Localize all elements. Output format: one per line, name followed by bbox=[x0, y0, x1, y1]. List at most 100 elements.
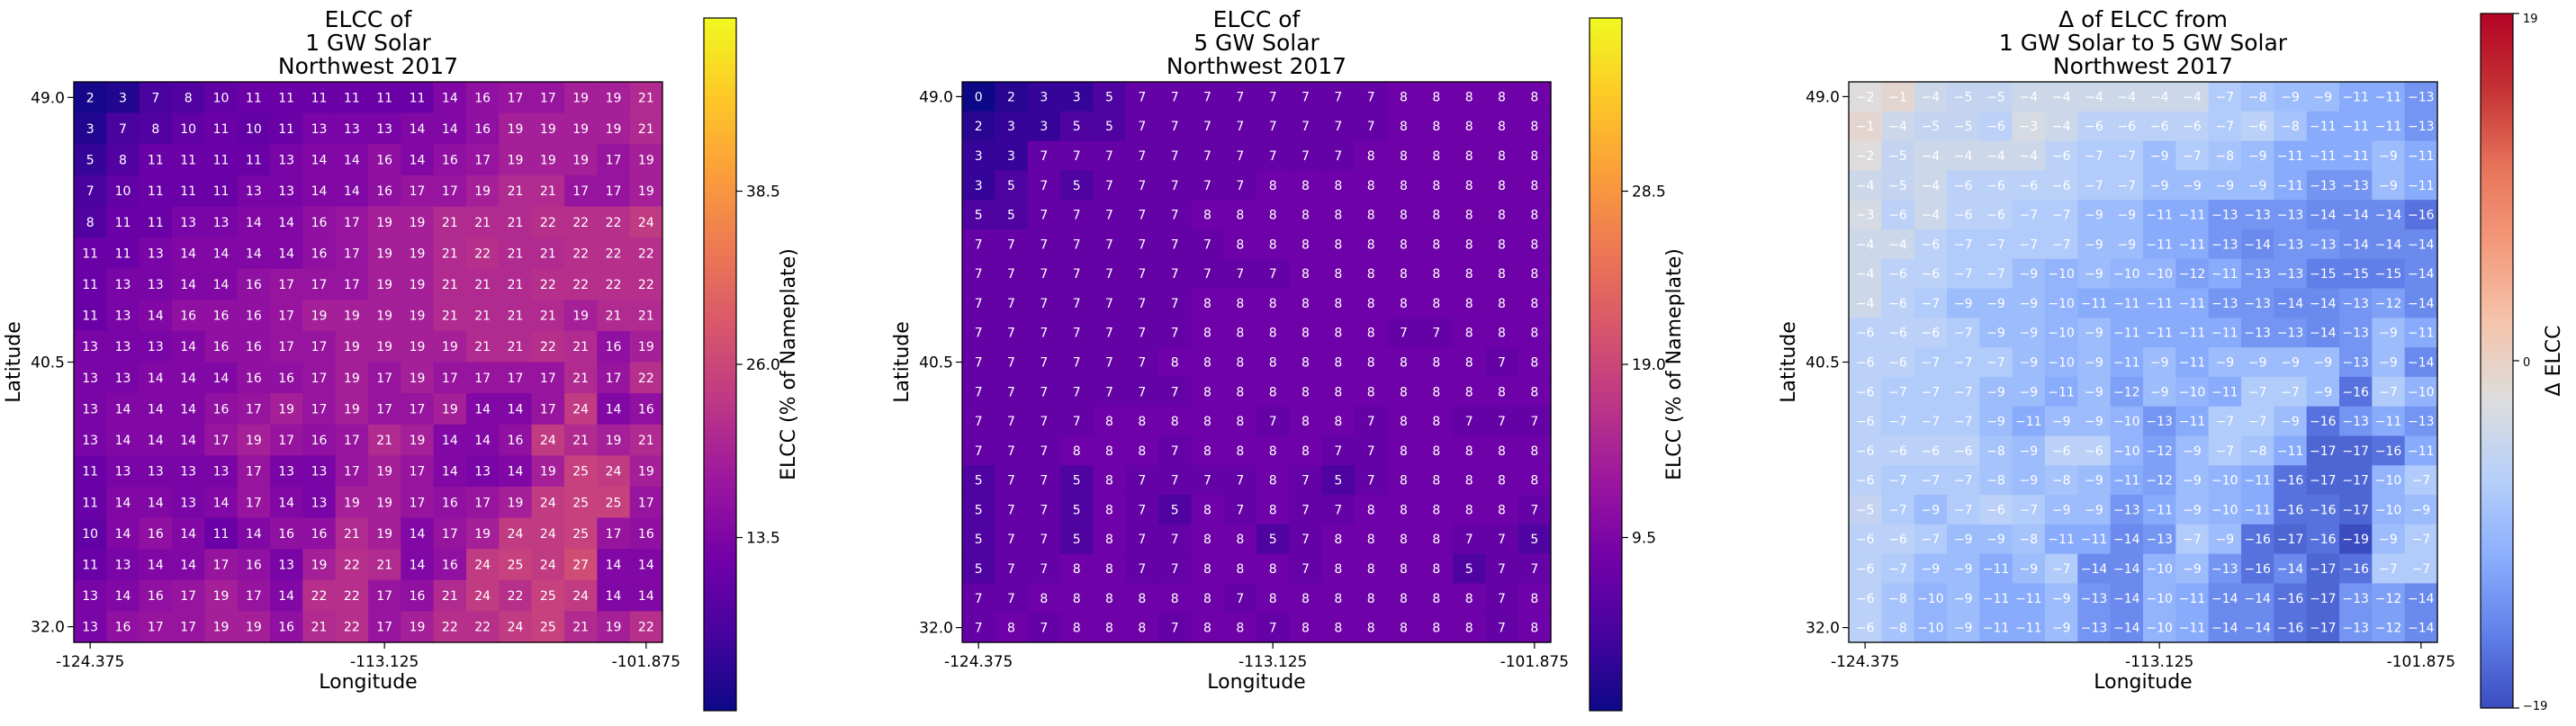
cell-value-label: −9 bbox=[1986, 297, 2005, 311]
heatmap-cell bbox=[1289, 82, 1323, 112]
heatmap-cell bbox=[1223, 376, 1257, 408]
cell-value-label: −11 bbox=[2015, 592, 2042, 606]
cell-value-label: −7 bbox=[2020, 238, 2039, 252]
heatmap-cell bbox=[2404, 82, 2438, 112]
cell-value-label: 8 bbox=[1400, 415, 1408, 429]
heatmap-cell bbox=[1191, 613, 1225, 643]
heatmap-cell bbox=[2175, 613, 2210, 643]
cell-value-label: 7 bbox=[1040, 415, 1048, 429]
cell-value-label: −9 bbox=[2052, 415, 2071, 429]
cell-value-label: 13 bbox=[278, 154, 294, 168]
cell-value-label: 7 bbox=[1138, 503, 1146, 517]
heatmap-cell bbox=[204, 611, 239, 643]
heatmap-cell bbox=[1060, 229, 1094, 260]
cell-value-label: 7 bbox=[1269, 149, 1277, 164]
cell-value-label: 8 bbox=[1400, 179, 1408, 193]
cell-value-label: −8 bbox=[1888, 592, 1907, 606]
heatmap-cell bbox=[2012, 347, 2046, 378]
cell-value-label: 7 bbox=[1138, 474, 1146, 488]
heatmap-cell bbox=[1125, 111, 1159, 142]
heatmap-cell bbox=[629, 144, 663, 176]
heatmap-cell bbox=[2077, 376, 2112, 408]
cell-value-label: 13 bbox=[115, 309, 131, 324]
cell-value-label: −11 bbox=[1983, 592, 2010, 606]
heatmap-cell bbox=[1485, 406, 1519, 437]
heatmap-cell bbox=[2306, 435, 2340, 466]
cell-value-label: −14 bbox=[2244, 238, 2271, 252]
cell-value-label: 8 bbox=[1400, 297, 1408, 311]
cell-value-label: 13 bbox=[246, 184, 262, 199]
cell-value-label: 7 bbox=[1203, 90, 1211, 104]
heatmap-cell bbox=[1518, 435, 1552, 466]
heatmap-cell bbox=[2339, 288, 2373, 318]
heatmap-cell bbox=[2045, 200, 2078, 230]
cell-value-label: −12 bbox=[2113, 385, 2140, 399]
heatmap-cell bbox=[2274, 613, 2308, 643]
cell-value-label: −10 bbox=[2375, 474, 2402, 488]
heatmap-cell bbox=[2208, 288, 2242, 318]
cell-value-label: −17 bbox=[2310, 622, 2337, 636]
cell-value-label: 11 bbox=[376, 91, 392, 105]
heatmap-cell bbox=[2143, 288, 2176, 318]
heatmap-cell bbox=[1979, 376, 2013, 408]
cell-value-label: −13 bbox=[2146, 415, 2173, 429]
cell-value-label: 14 bbox=[213, 278, 230, 292]
cell-value-label: 14 bbox=[246, 246, 262, 261]
heatmap-cell bbox=[466, 393, 500, 426]
cell-value-label: 7 bbox=[1334, 503, 1342, 517]
heatmap-cell bbox=[1387, 82, 1421, 112]
cell-value-label: 8 bbox=[1465, 267, 1473, 282]
cell-value-label: 21 bbox=[311, 621, 328, 635]
heatmap-cell bbox=[302, 579, 337, 612]
cell-value-label: −7 bbox=[1888, 415, 1907, 429]
cell-value-label: 8 bbox=[1465, 90, 1473, 104]
cell-value-label: 13 bbox=[148, 278, 164, 292]
heatmap-cell bbox=[1979, 406, 2013, 437]
heatmap-cell bbox=[2045, 613, 2078, 643]
cell-value-label: 19 bbox=[638, 184, 654, 199]
heatmap-cell bbox=[1158, 553, 1192, 585]
cell-value-label: −13 bbox=[2211, 562, 2238, 577]
cell-value-label: −6 bbox=[1856, 385, 1875, 399]
cell-value-label: 17 bbox=[213, 558, 230, 572]
cell-value-label: 2 bbox=[1007, 90, 1015, 104]
heatmap-cell bbox=[2241, 435, 2274, 466]
cell-value-label: −9 bbox=[2248, 179, 2267, 193]
heatmap-cell bbox=[2143, 82, 2176, 112]
heatmap-cell bbox=[1881, 318, 1915, 348]
colorbar-tick-label: 13.5 bbox=[746, 530, 780, 548]
cell-value-label: 17 bbox=[278, 309, 294, 324]
cell-value-label: −16 bbox=[2310, 503, 2337, 517]
cell-value-label: 17 bbox=[410, 465, 426, 480]
heatmap-cell bbox=[1419, 111, 1454, 142]
cell-value-label: 17 bbox=[540, 402, 556, 417]
cell-value-label: −13 bbox=[2342, 415, 2369, 429]
cell-value-label: −13 bbox=[2342, 592, 2369, 606]
heatmap-cell bbox=[1849, 229, 1882, 260]
cell-value-label: 19 bbox=[344, 496, 360, 510]
heatmap-cell bbox=[106, 455, 140, 488]
cell-value-label: −7 bbox=[2052, 562, 2071, 577]
cell-value-label: 22 bbox=[442, 621, 458, 635]
heatmap-cell bbox=[1060, 553, 1094, 585]
cell-value-label: −14 bbox=[2113, 592, 2140, 606]
cell-value-label: 8 bbox=[1400, 385, 1408, 399]
cell-value-label: 11 bbox=[410, 91, 426, 105]
heatmap-cell bbox=[2012, 376, 2046, 408]
cell-value-label: 22 bbox=[638, 621, 654, 635]
heatmap-cell bbox=[1453, 229, 1486, 260]
heatmap-cell bbox=[237, 549, 271, 581]
cell-value-label: 8 bbox=[1138, 622, 1146, 636]
heatmap-cell bbox=[204, 82, 239, 114]
heatmap-cell bbox=[74, 549, 107, 581]
heatmap-cell bbox=[1321, 288, 1356, 318]
cell-value-label: −9 bbox=[1954, 592, 1973, 606]
cell-value-label: 27 bbox=[572, 558, 589, 572]
cell-value-label: −15 bbox=[2342, 267, 2369, 282]
heatmap-cell bbox=[995, 111, 1029, 142]
cell-value-label: −1 bbox=[1888, 90, 1907, 104]
heatmap-cell bbox=[302, 144, 337, 176]
heatmap-cell bbox=[564, 579, 598, 612]
heatmap-cell bbox=[2012, 583, 2046, 614]
